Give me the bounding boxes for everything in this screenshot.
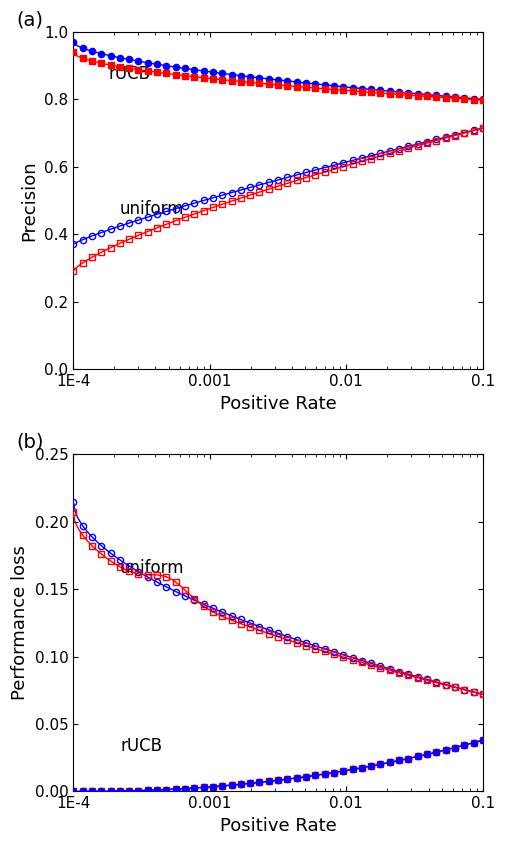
Text: (b): (b) bbox=[16, 432, 43, 452]
Text: uniform: uniform bbox=[120, 559, 184, 577]
Y-axis label: Precision: Precision bbox=[21, 160, 38, 241]
Text: (a): (a) bbox=[16, 10, 43, 30]
X-axis label: Positive Rate: Positive Rate bbox=[219, 817, 336, 835]
Text: rUCB: rUCB bbox=[108, 65, 150, 83]
Text: uniform: uniform bbox=[120, 201, 184, 218]
Y-axis label: Performance loss: Performance loss bbox=[11, 546, 29, 700]
Text: rUCB: rUCB bbox=[120, 737, 162, 755]
X-axis label: Positive Rate: Positive Rate bbox=[219, 394, 336, 413]
